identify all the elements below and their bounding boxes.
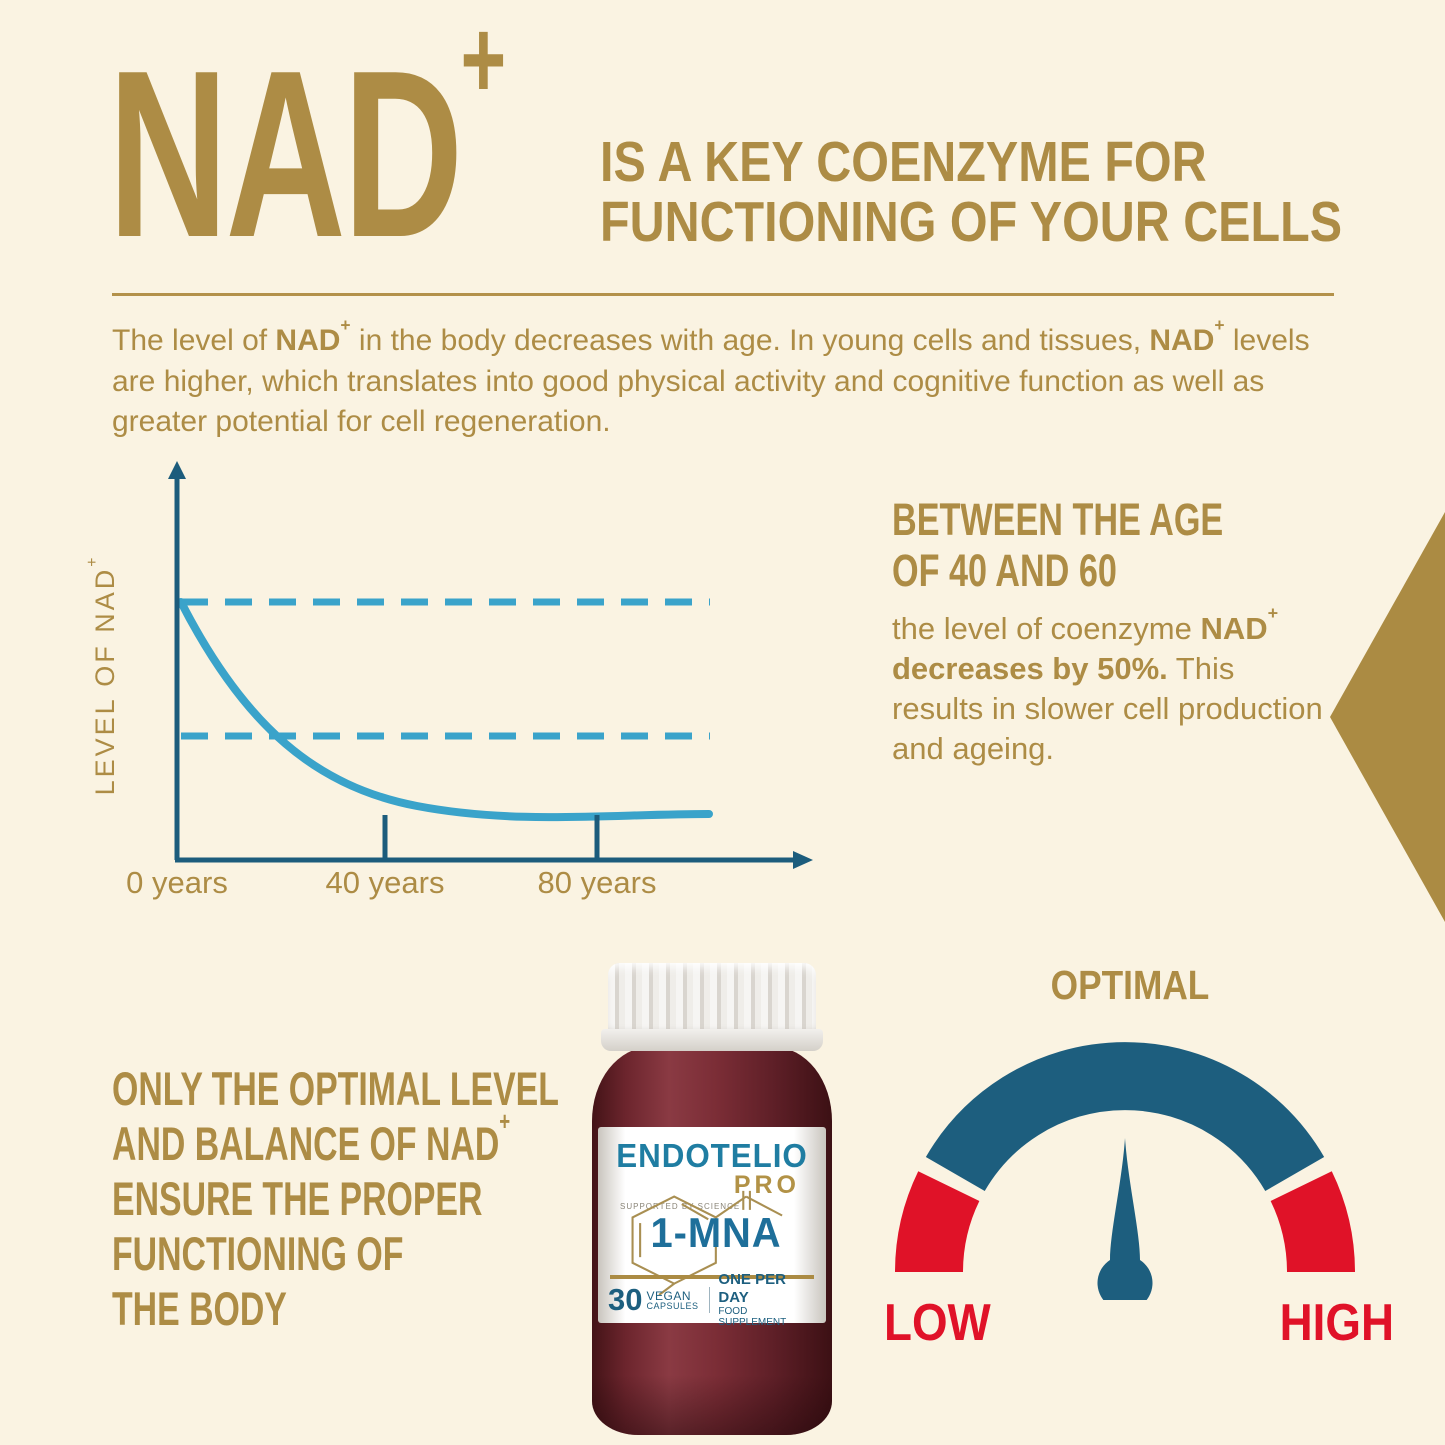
callout-heading-line-2: OF 40 AND 60 xyxy=(892,545,1117,597)
intro-seg: levels are higher, which translates into… xyxy=(112,324,1310,438)
label-vertical-separator xyxy=(708,1287,711,1313)
carbonyl-double-bond xyxy=(742,1190,751,1210)
x-tick-label-40: 40 years xyxy=(326,865,445,900)
statement-line-1: ONLY THE OPTIMAL LEVEL xyxy=(112,1062,559,1115)
gauge-needle-icon xyxy=(1097,1138,1153,1300)
n-methyl-bond xyxy=(658,1282,675,1295)
gauge-arc-low xyxy=(894,1171,980,1273)
page-subtitle: IS A KEY COENZYME FOR FUNCTIONING OF YOU… xyxy=(600,130,1343,254)
bottle-cap xyxy=(608,963,816,1035)
branch-bond xyxy=(715,1195,747,1219)
label-bottom-row: 30 VEGAN CAPSULES ONE PER DAY FOOD SUPPL… xyxy=(608,1271,816,1328)
gold-divider xyxy=(112,293,1334,296)
brand-tagline: SUPPORTED BY SCIENCE xyxy=(620,1202,741,1211)
statement-line-2-text: AND BALANCE OF NAD xyxy=(112,1116,500,1170)
molecule-name: 1-MNA xyxy=(650,1209,782,1256)
molecule-structure-icon xyxy=(631,1190,783,1295)
bottle-cap-rim xyxy=(601,1029,823,1051)
callout-seg: the level of coenzyme xyxy=(892,610,1201,646)
x-tick-label-80: 80 years xyxy=(538,865,657,900)
gauge-high-label: HIGH xyxy=(1279,1294,1394,1352)
statement-plus-sup: + xyxy=(499,1108,511,1137)
dose-line-1: ONE PER DAY xyxy=(718,1271,786,1306)
gold-arrow-shape xyxy=(1330,512,1445,922)
optimal-level-statement: ONLY THE OPTIMAL LEVEL AND BALANCE OF NA… xyxy=(112,1062,559,1337)
callout-plus-sup: + xyxy=(1267,603,1279,624)
subtitle-line-1: IS A KEY COENZYME FOR xyxy=(600,130,1207,194)
label-gold-line xyxy=(610,1275,814,1279)
title-text: NAD xyxy=(108,22,463,287)
statement-line-2: AND BALANCE OF NAD+ xyxy=(112,1109,559,1172)
nad-decline-chart: 0 years 40 years 80 years xyxy=(126,461,813,900)
callout-body: the level of coenzyme NAD+ decreases by … xyxy=(892,604,1324,770)
age-callout: BETWEEN THE AGE OF 40 AND 60 the level o… xyxy=(892,494,1324,770)
callout-heading-line-1: BETWEEN THE AGE xyxy=(892,494,1224,545)
double-bond-top xyxy=(681,1203,709,1221)
capsule-unit: VEGAN CAPSULES xyxy=(646,1290,698,1311)
x-axis-arrow-icon xyxy=(793,851,813,869)
subtitle-line-2: FUNCTIONING OF YOUR CELLS xyxy=(600,189,1343,254)
gauge-low-label: LOW xyxy=(884,1294,991,1352)
gauge-arc-optimal xyxy=(925,1042,1325,1192)
callout-seg: This results in slower cell production a… xyxy=(892,650,1323,767)
capsule-count: 30 xyxy=(608,1282,643,1317)
product-bottle: ENDOTELIO PRO SUPPORTED BY SCIENCE 1-MNA… xyxy=(592,955,832,1443)
unit-line-2: CAPSULES xyxy=(646,1300,699,1311)
dose-info: ONE PER DAY FOOD SUPPLEMENT xyxy=(718,1271,816,1329)
gauge-dial xyxy=(894,1042,1356,1300)
title-plus-sup: + xyxy=(460,0,507,122)
intro-nad-bold: NAD xyxy=(1149,324,1215,357)
callout-nad-bold: NAD xyxy=(1200,610,1268,646)
unit-line-1: VEGAN xyxy=(646,1288,691,1303)
intro-nad-bold: NAD xyxy=(275,324,341,357)
bottle-label: ENDOTELIO PRO SUPPORTED BY SCIENCE 1-MNA… xyxy=(598,1127,826,1328)
brand-name: ENDOTELIO xyxy=(616,1137,808,1174)
intro-seg: The level of xyxy=(112,324,276,357)
intro-paragraph: The level of NAD+ in the body decreases … xyxy=(112,316,1327,443)
gauge-arc-high xyxy=(1270,1171,1356,1273)
statement-line-5: THE BODY xyxy=(112,1281,287,1335)
dose-line-2: FOOD SUPPLEMENT xyxy=(718,1305,787,1329)
nad-level-gauge: OPTIMAL LOW HIGH xyxy=(860,960,1400,1360)
statement-line-3: ENSURE THE PROPER xyxy=(112,1171,483,1225)
statement-line-4: FUNCTIONING OF xyxy=(112,1226,404,1280)
y-axis-arrow-icon xyxy=(168,461,186,479)
callout-heading: BETWEEN THE AGE OF 40 AND 60 xyxy=(892,494,1224,597)
intro-seg: in the body decreases with age. In young… xyxy=(350,324,1150,357)
gauge-optimal-label: OPTIMAL xyxy=(1050,962,1210,1008)
callout-bold-seg: decreases by 50%. xyxy=(892,650,1168,686)
x-tick-label-0: 0 years xyxy=(126,865,228,900)
nad-decline-curve xyxy=(177,598,713,822)
page-title: NAD+ xyxy=(108,3,506,273)
intro-plus-sup: + xyxy=(340,315,351,336)
branch-bond-2 xyxy=(745,1195,783,1217)
intro-plus-sup: + xyxy=(1214,315,1225,336)
